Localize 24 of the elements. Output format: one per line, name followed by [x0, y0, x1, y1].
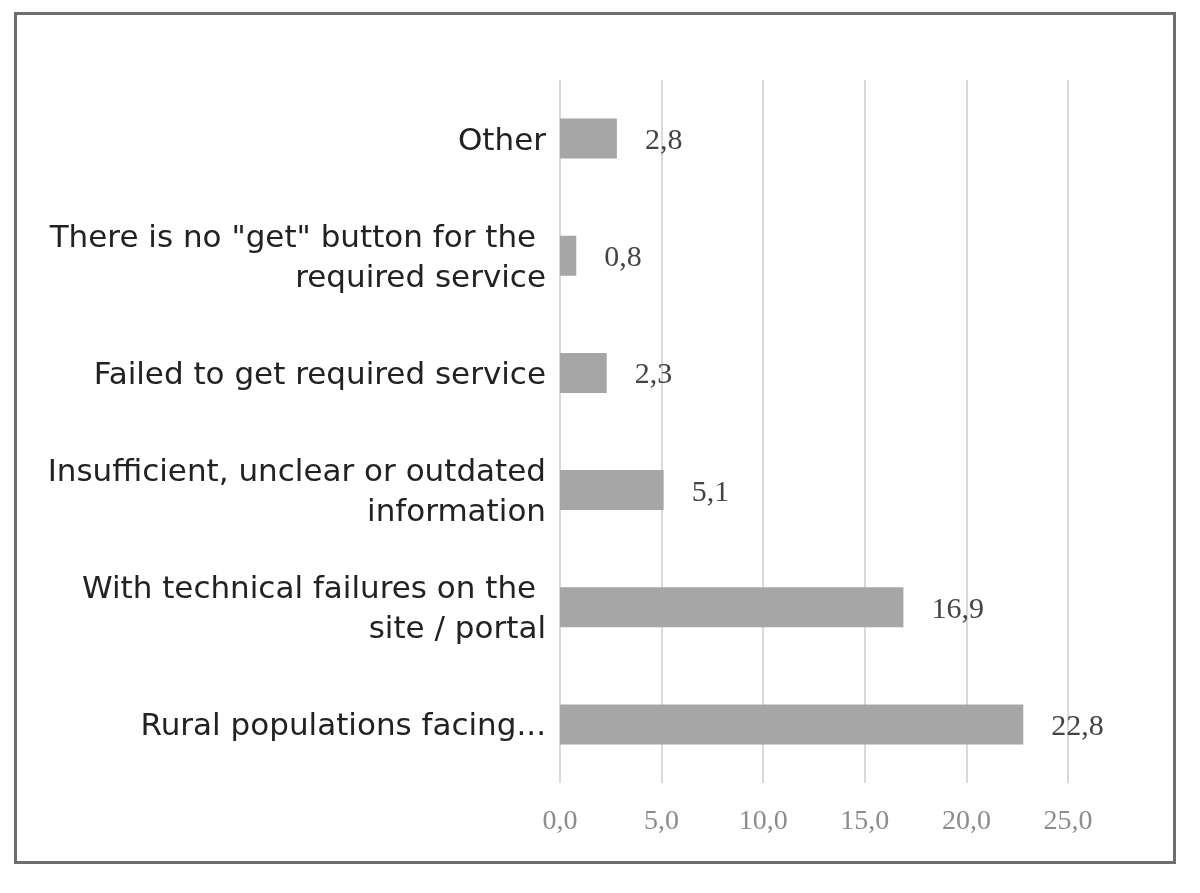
data-label: 2,8 — [644, 122, 683, 156]
y-tick-label: There is no "get" button for the required service — [48, 217, 546, 294]
data-label: 16,9 — [931, 590, 984, 624]
x-tick-label: 10,0 — [738, 803, 788, 835]
bar — [560, 470, 664, 511]
bar — [560, 704, 1024, 745]
x-tick-label: 25,0 — [1043, 803, 1093, 835]
y-tick-label: Rural populations facing... — [140, 706, 546, 743]
bar — [560, 352, 607, 393]
data-label: 5,1 — [691, 473, 730, 507]
bar — [560, 587, 904, 628]
y-tick-label: With technical failures on the site / portal — [81, 569, 546, 646]
bar — [560, 118, 617, 159]
data-label: 0,8 — [604, 239, 642, 273]
bar — [560, 235, 577, 276]
y-tick-label: Failed to get required service — [93, 354, 546, 391]
x-tick-label: 5,0 — [644, 803, 680, 835]
x-tick-label: 15,0 — [840, 803, 890, 835]
y-tick-label: Insufficient, unclear or outdated information — [47, 452, 546, 529]
x-tick-label: 0,0 — [542, 803, 578, 835]
data-label: 2,3 — [634, 356, 673, 390]
y-tick-label: Other — [457, 120, 547, 157]
x-tick-label: 20,0 — [941, 803, 991, 835]
data-label: 22,8 — [1051, 707, 1104, 741]
